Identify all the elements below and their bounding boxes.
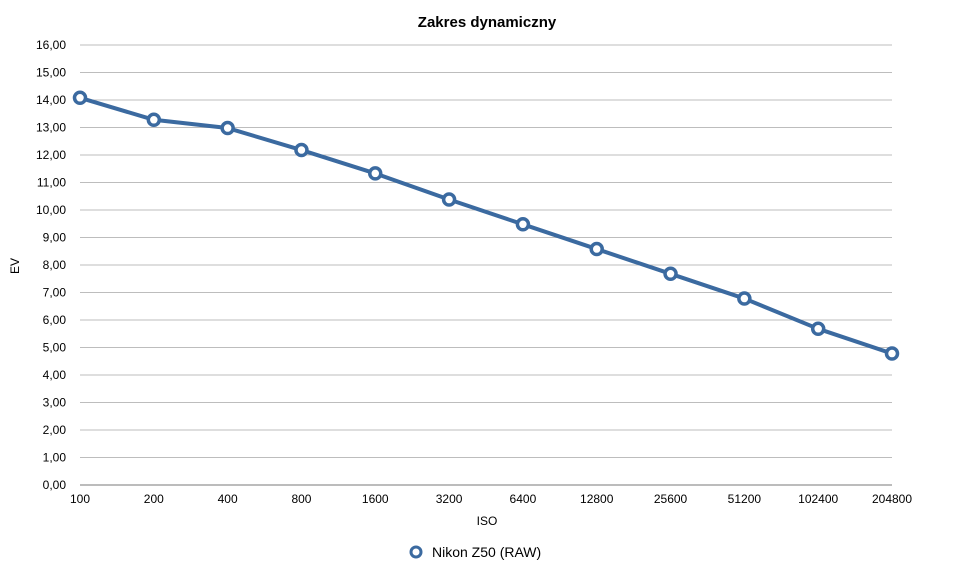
x-axis-label: ISO xyxy=(477,514,498,528)
y-tick-label: 8,00 xyxy=(43,258,67,272)
data-point xyxy=(737,291,752,306)
data-point xyxy=(515,217,531,232)
series-layer xyxy=(72,90,900,361)
y-tick-labels: 0,00 1,00 2,00 3,00 4,00 5,00 6,00 7,00 8,00 9,00… xyxy=(36,38,66,492)
data-point xyxy=(441,192,457,207)
y-tick-label: 14,00 xyxy=(36,93,66,107)
x-tick-label: 3200 xyxy=(436,492,463,506)
x-tick-label: 6400 xyxy=(510,492,537,506)
y-tick-label: 1,00 xyxy=(43,451,67,465)
y-tick-label: 10,00 xyxy=(36,203,66,217)
y-tick-label: 15,00 xyxy=(36,66,66,80)
data-point xyxy=(589,241,604,257)
y-tick-label: 9,00 xyxy=(43,231,67,245)
data-point xyxy=(810,321,826,337)
data-point xyxy=(220,120,235,136)
x-tick-label: 51200 xyxy=(728,492,762,506)
y-tick-label: 7,00 xyxy=(43,286,67,300)
y-tick-label: 0,00 xyxy=(43,478,67,492)
data-point xyxy=(294,142,309,158)
x-tick-label: 200 xyxy=(144,492,164,506)
y-tick-label: 3,00 xyxy=(43,396,67,410)
y-tick-label: 16,00 xyxy=(36,38,66,52)
x-tick-label: 800 xyxy=(291,492,311,506)
y-tick-label: 6,00 xyxy=(43,313,67,327)
grid-lines xyxy=(80,44,892,486)
data-point xyxy=(72,90,88,106)
x-tick-labels: 100 200 400 800 1600 3200 6400 12800 25600 51200 1… xyxy=(70,492,912,506)
x-tick-label: 400 xyxy=(218,492,238,506)
x-tick-label: 1600 xyxy=(362,492,389,506)
legend: Nikon Z50 (RAW) xyxy=(409,544,541,560)
data-point xyxy=(663,266,678,282)
y-tick-label: 13,00 xyxy=(36,121,66,135)
data-point xyxy=(146,112,162,128)
x-tick-label: 12800 xyxy=(580,492,614,506)
y-tick-label: 5,00 xyxy=(43,341,67,355)
data-point xyxy=(368,166,383,181)
y-tick-label: 4,00 xyxy=(43,368,67,382)
x-tick-label: 102400 xyxy=(798,492,838,506)
legend-marker xyxy=(409,545,423,559)
chart-title: Zakres dynamiczny xyxy=(418,14,557,31)
x-tick-label: 100 xyxy=(70,492,90,506)
x-tick-label: 204800 xyxy=(872,492,912,506)
data-point xyxy=(884,346,900,361)
series-line xyxy=(78,95,894,356)
x-tick-label: 25600 xyxy=(654,492,688,506)
y-axis-label: EV xyxy=(8,258,22,274)
y-tick-label: 12,00 xyxy=(36,148,66,162)
y-tick-label: 2,00 xyxy=(43,423,67,437)
legend-label: Nikon Z50 (RAW) xyxy=(432,544,541,560)
y-tick-label: 11,00 xyxy=(37,176,66,190)
